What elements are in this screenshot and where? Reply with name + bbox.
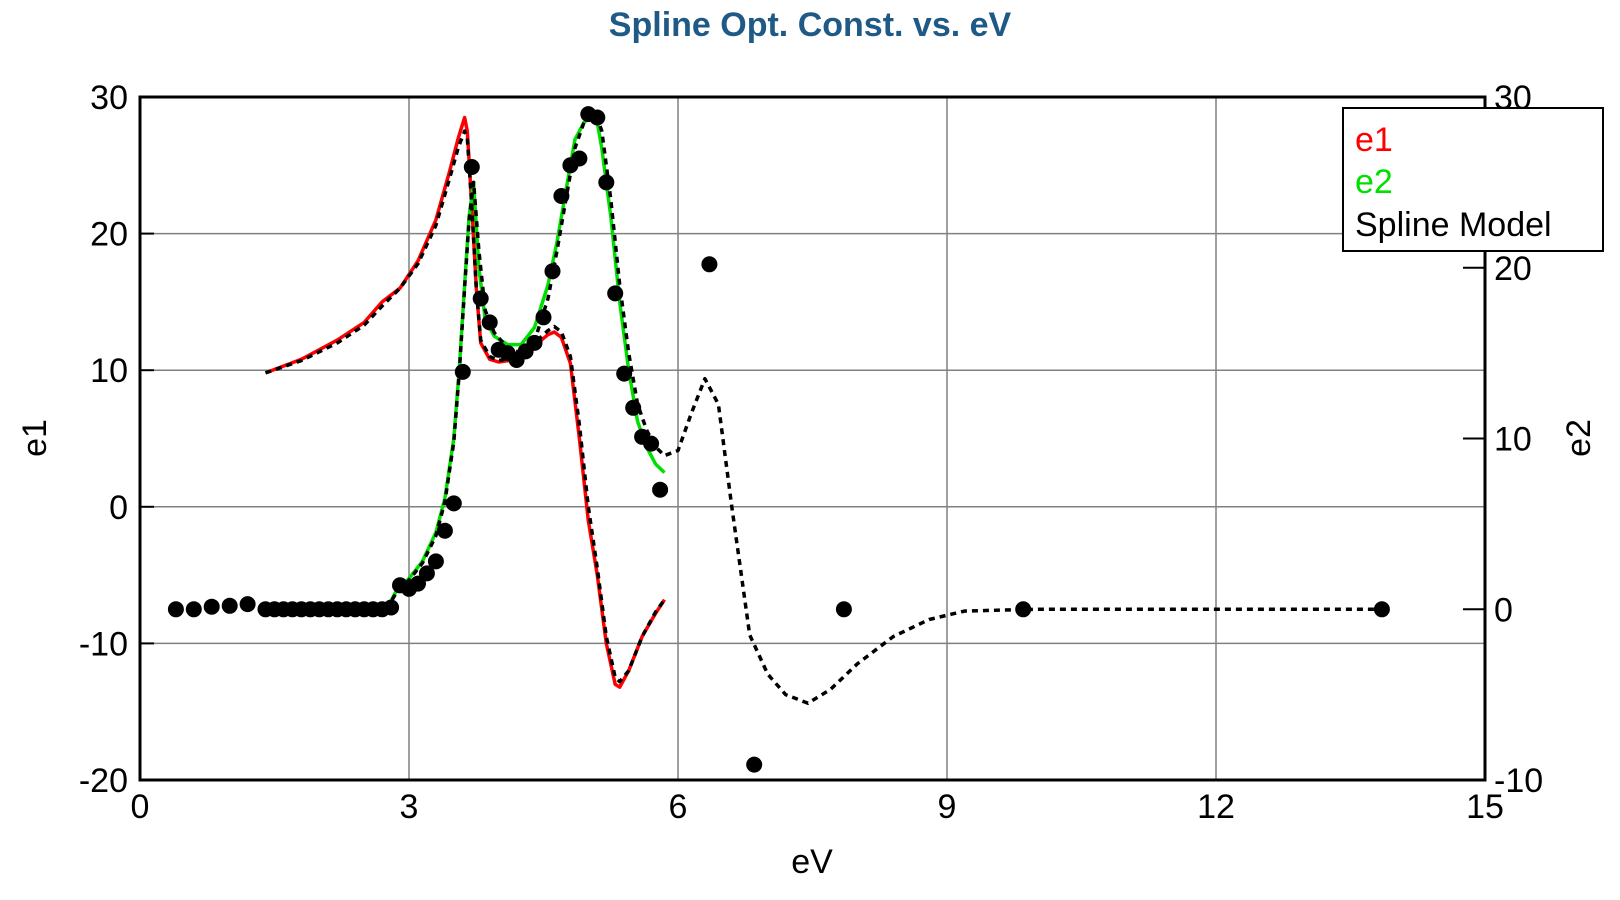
series-spline-model-line [264, 129, 666, 684]
data-point [643, 435, 660, 452]
y-right-tick-label: 10 [1494, 421, 1532, 459]
data-point [203, 598, 220, 615]
y-axis-left-label: e1 [16, 419, 54, 457]
data-point [746, 756, 763, 773]
y-right-tick-label: -10 [1494, 762, 1543, 800]
data-point [571, 150, 588, 167]
legend-entry-e1: e1 [1355, 121, 1393, 159]
y-right-tick-label: 0 [1494, 591, 1513, 629]
legend-entry-spline-model: Spline Model [1355, 206, 1552, 244]
data-point [1015, 601, 1032, 618]
data-point [418, 565, 435, 582]
x-axis-label: eV [791, 843, 833, 881]
data-points [167, 106, 1390, 773]
series-e2-line [385, 112, 666, 611]
data-point [427, 553, 444, 570]
series-spline-model-line [385, 112, 1387, 705]
y-left-tick-label: 20 [90, 216, 128, 254]
data-point [167, 601, 184, 618]
data-point [589, 109, 606, 126]
data-point [526, 334, 543, 351]
series-layer [264, 112, 1387, 705]
data-point [454, 363, 471, 380]
data-point [221, 597, 238, 614]
x-tick-label: 12 [1197, 788, 1235, 826]
data-point [616, 365, 633, 382]
data-point [239, 596, 256, 613]
y-left-tick-label: 10 [90, 352, 128, 390]
data-point [607, 285, 624, 302]
data-point [436, 522, 453, 539]
data-point [544, 263, 561, 280]
data-point [472, 290, 489, 307]
x-tick-label: 0 [131, 788, 150, 826]
data-point [553, 188, 570, 204]
y-left-tick-label: -20 [79, 762, 128, 800]
data-point [535, 309, 552, 326]
data-point [652, 481, 669, 498]
y-left-tick-label: -10 [79, 625, 128, 663]
x-tick-label: 6 [669, 788, 688, 826]
legend: e1 e2 Spline Model [1342, 107, 1604, 252]
data-point [383, 599, 400, 616]
y-left-tick-label: 30 [90, 79, 128, 117]
data-point [835, 601, 852, 618]
legend-entry-e2: e2 [1355, 163, 1393, 201]
y-axis-right-label: e2 [1560, 419, 1598, 457]
x-tick-label: 9 [938, 788, 957, 826]
y-right-tick-label: 20 [1494, 250, 1532, 288]
y-left-tick-label: 0 [109, 489, 128, 527]
data-point [598, 174, 615, 191]
x-tick-label: 3 [400, 788, 419, 826]
data-point [625, 399, 642, 416]
x-tick-label: 15 [1466, 788, 1504, 826]
data-point [481, 314, 498, 331]
data-point [463, 159, 480, 175]
plot-frame [138, 95, 1487, 782]
series-e1-line [264, 115, 666, 689]
chart-title: Spline Opt. Const. vs. eV [609, 6, 1012, 44]
data-point [1373, 601, 1390, 618]
data-point [185, 601, 202, 618]
grid [140, 97, 1485, 780]
legend-box [1342, 107, 1604, 252]
data-point [445, 495, 462, 512]
data-point [701, 256, 718, 273]
